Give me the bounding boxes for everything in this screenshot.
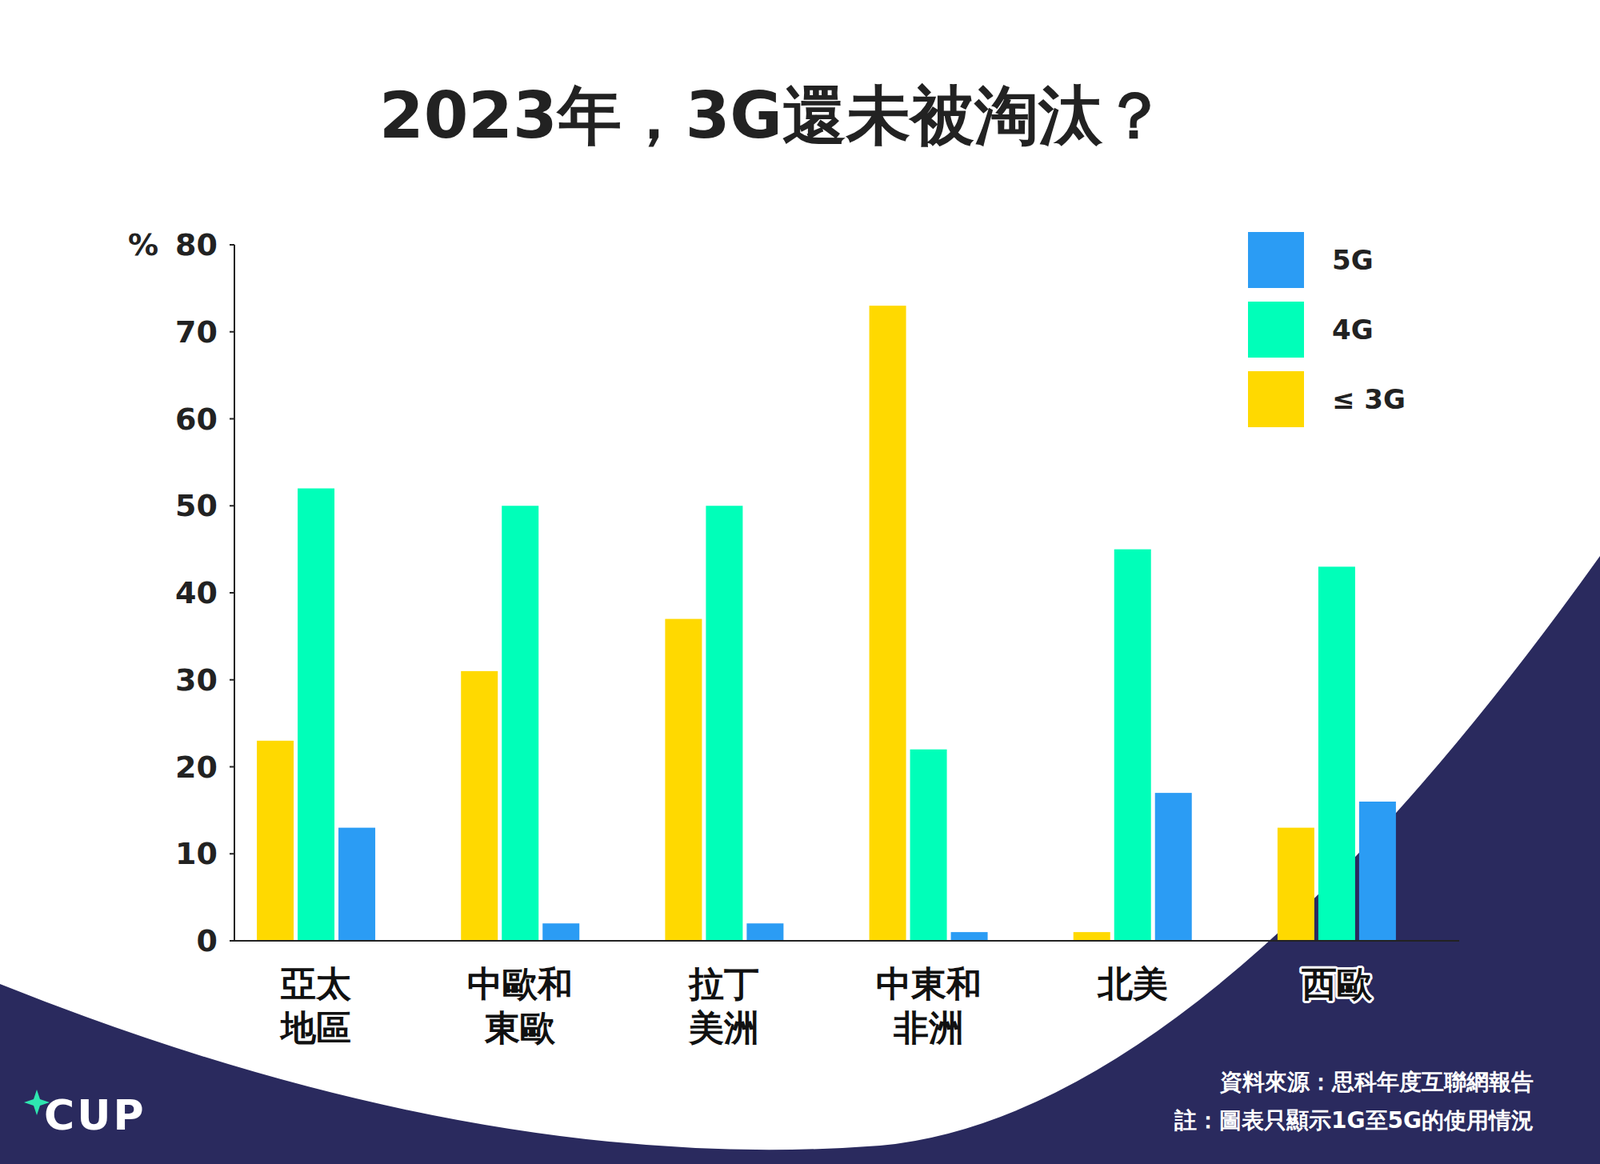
bar: [1318, 566, 1356, 941]
title: 2023年，3G還未被淘汰？: [379, 78, 1167, 153]
bar: [1277, 828, 1315, 941]
x-axis: [234, 940, 1460, 942]
y-tick-label: 70: [175, 314, 218, 350]
x-tick-label-line: 中歐和: [467, 963, 573, 1004]
chart-root: 2023年，3G還未被淘汰？ 0 10 20 30 40 50 60 70 80% 亞太地區 中歐和東…: [0, 0, 1600, 1164]
x-tick-label: 西歐: [1300, 963, 1373, 1004]
x-tick-label-line: 美洲: [688, 1007, 760, 1048]
x-tick-label-line: 地區: [279, 1007, 352, 1048]
y-tick-label: 10: [175, 836, 218, 872]
y-tick-label: 80: [175, 227, 218, 263]
bar: [501, 505, 539, 941]
y-tick-label: 30: [175, 662, 218, 698]
annotation: 資料來源：思科年度互聯網報告: [1219, 1068, 1534, 1096]
bar: [746, 923, 784, 941]
logo: CUP: [44, 1091, 147, 1140]
bar: [705, 505, 743, 941]
y-tick-label: 50: [175, 488, 218, 524]
y-tick: [229, 418, 235, 420]
x-tick-label-line: 亞太: [280, 963, 352, 1004]
x-tick-label: 中東和非洲: [876, 963, 982, 1048]
legend-swatch: [1248, 301, 1304, 358]
x-tick-label: 拉丁美洲: [687, 963, 760, 1048]
y-tick: [229, 592, 235, 594]
y-tick: [229, 244, 235, 246]
legend-label: 5G: [1332, 244, 1374, 276]
y-tick-label: 60: [175, 401, 218, 437]
x-tick-label-line: 非洲: [892, 1007, 964, 1048]
legend-label: ≤ 3G: [1332, 383, 1406, 416]
y-tick: [229, 504, 235, 507]
bar: [910, 749, 948, 941]
y-tick-label: 20: [175, 749, 218, 785]
y-tick: [229, 679, 235, 681]
bar: [1114, 549, 1152, 941]
bar: [951, 932, 988, 941]
bars: [256, 305, 1396, 941]
bar: [1073, 932, 1111, 941]
bar: [1155, 792, 1192, 941]
y-tick-label: 40: [175, 575, 218, 611]
bar: [338, 828, 376, 941]
bar: [256, 740, 294, 941]
bar: [869, 305, 907, 941]
legend-label: 4G: [1332, 313, 1374, 346]
legend-swatch: [1248, 232, 1304, 288]
y-tick: [229, 940, 235, 942]
background: [0, 0, 1600, 1164]
x-tick-label: 亞太地區: [279, 963, 352, 1048]
x-tick-label: 北美: [1096, 963, 1168, 1004]
bar: [664, 619, 702, 941]
background-wave: [0, 556, 1600, 1164]
y-tick-label: 0: [196, 923, 218, 959]
x-tick-label-line: 中東和: [876, 963, 982, 1004]
bar: [542, 923, 580, 941]
bar: [297, 488, 335, 942]
y-tick: [229, 852, 235, 855]
y-axis-label: %: [128, 227, 159, 263]
x-tick-label-line: 北美: [1096, 963, 1168, 1004]
x-tick-label-line: 拉丁: [687, 963, 760, 1004]
bar: [1359, 801, 1396, 941]
x-tick-label: 中歐和東歐: [467, 963, 573, 1048]
legend-swatch: [1248, 371, 1304, 428]
x-tick-label-line: 東歐: [484, 1007, 556, 1048]
y-tick: [229, 766, 235, 768]
x-tick-label-line: 西歐: [1300, 963, 1373, 1004]
bar: [460, 671, 498, 941]
y-tick: [229, 331, 235, 333]
annotation: 註：圖表只顯示1G至5G的使用情況: [1173, 1107, 1534, 1134]
